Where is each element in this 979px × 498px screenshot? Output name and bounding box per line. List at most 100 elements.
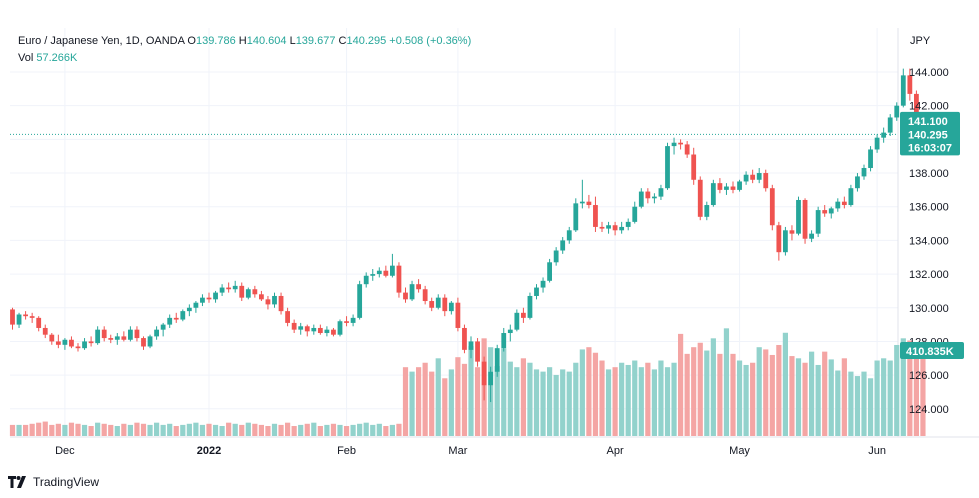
candle	[173, 312, 179, 323]
time-tick-label: May	[729, 445, 750, 457]
candle	[540, 277, 546, 293]
legend-open-value: 139.786	[195, 35, 236, 47]
candle-body	[160, 324, 166, 330]
candle	[560, 237, 566, 254]
volume-bar	[573, 362, 579, 436]
candle	[763, 169, 769, 192]
candle-body	[573, 203, 579, 231]
candle-body	[409, 284, 415, 300]
time-axis: Dec 2022 Feb Mar Apr May Jun	[55, 445, 886, 457]
candle	[422, 285, 428, 305]
candle	[900, 68, 906, 108]
candle-body	[10, 309, 15, 325]
candle-body	[841, 201, 847, 206]
candle-body	[154, 329, 159, 337]
candle-body	[560, 240, 566, 251]
volume-bar	[671, 362, 677, 436]
candle-body	[612, 225, 618, 231]
candle	[55, 334, 61, 349]
candle	[252, 285, 258, 298]
candle	[180, 309, 186, 322]
candle	[861, 164, 867, 180]
volume-bar	[154, 422, 160, 436]
candle-body	[868, 149, 873, 168]
candle-body	[232, 285, 238, 290]
volume-bar	[756, 347, 762, 436]
candle-body	[540, 280, 546, 288]
candle	[75, 343, 81, 352]
volume-bar	[586, 347, 592, 436]
tradingview-brand-text: TradingView	[33, 475, 100, 489]
candle	[245, 287, 251, 300]
candle	[468, 336, 474, 359]
candle-body	[180, 311, 186, 320]
candle-body	[252, 289, 258, 295]
volume-bar	[422, 362, 428, 436]
candle	[874, 134, 880, 153]
candle-body	[259, 294, 264, 300]
volume-bar	[619, 362, 625, 436]
candle	[750, 169, 756, 184]
candle-body	[219, 287, 225, 293]
candle	[907, 68, 913, 101]
candle-body	[822, 210, 828, 214]
candle	[593, 196, 598, 232]
price-tick-label: 134.000	[909, 235, 949, 247]
volume-bar	[520, 358, 526, 436]
volume-bar	[717, 353, 723, 436]
candle-body	[370, 274, 376, 276]
candle-body	[55, 341, 61, 345]
volume-bar	[553, 374, 559, 436]
volume-bar	[180, 424, 186, 436]
volume-bar	[350, 424, 356, 436]
volume-bar	[664, 367, 671, 436]
candle	[331, 327, 336, 337]
candle-body	[390, 265, 395, 276]
volume-bar	[239, 424, 245, 436]
high-price-tag	[900, 111, 960, 129]
volume-bar	[193, 422, 199, 436]
volume-bar	[265, 426, 271, 436]
candle-body	[200, 297, 205, 303]
volume-bar	[258, 424, 264, 436]
candle-body	[900, 75, 906, 106]
candle	[416, 279, 421, 293]
candle	[239, 282, 245, 302]
candle-body	[645, 191, 651, 199]
candle	[69, 336, 74, 349]
candle	[344, 316, 349, 327]
candle-body	[828, 208, 834, 214]
candle-series	[10, 68, 932, 403]
candle-body	[527, 295, 533, 318]
candle	[481, 356, 487, 401]
candle-body	[298, 326, 304, 330]
candle-body	[49, 334, 55, 342]
candle	[612, 221, 618, 236]
volume-bar	[252, 423, 258, 436]
volume-bar	[95, 422, 101, 436]
candle-body	[494, 348, 500, 372]
candle-body	[462, 327, 467, 350]
candle	[121, 331, 127, 342]
volume-bar	[494, 366, 500, 436]
tradingview-branding[interactable]: TradingView	[8, 473, 99, 491]
volume-bar	[101, 423, 107, 436]
candle-body	[376, 270, 382, 275]
candle	[219, 284, 225, 296]
candle	[475, 338, 480, 367]
candle	[448, 301, 454, 315]
volume-bar	[900, 338, 906, 436]
candle	[376, 267, 382, 278]
candle-body	[95, 329, 101, 344]
candle-body	[809, 233, 814, 239]
candle	[435, 294, 441, 310]
volume-bar	[226, 422, 232, 436]
candle	[108, 334, 114, 344]
price-tick-label: 142.000	[909, 101, 949, 113]
candle	[514, 309, 520, 332]
volume-bar	[435, 358, 441, 436]
volume-bar	[736, 360, 743, 436]
candle	[82, 338, 87, 350]
candle-body	[593, 205, 598, 227]
